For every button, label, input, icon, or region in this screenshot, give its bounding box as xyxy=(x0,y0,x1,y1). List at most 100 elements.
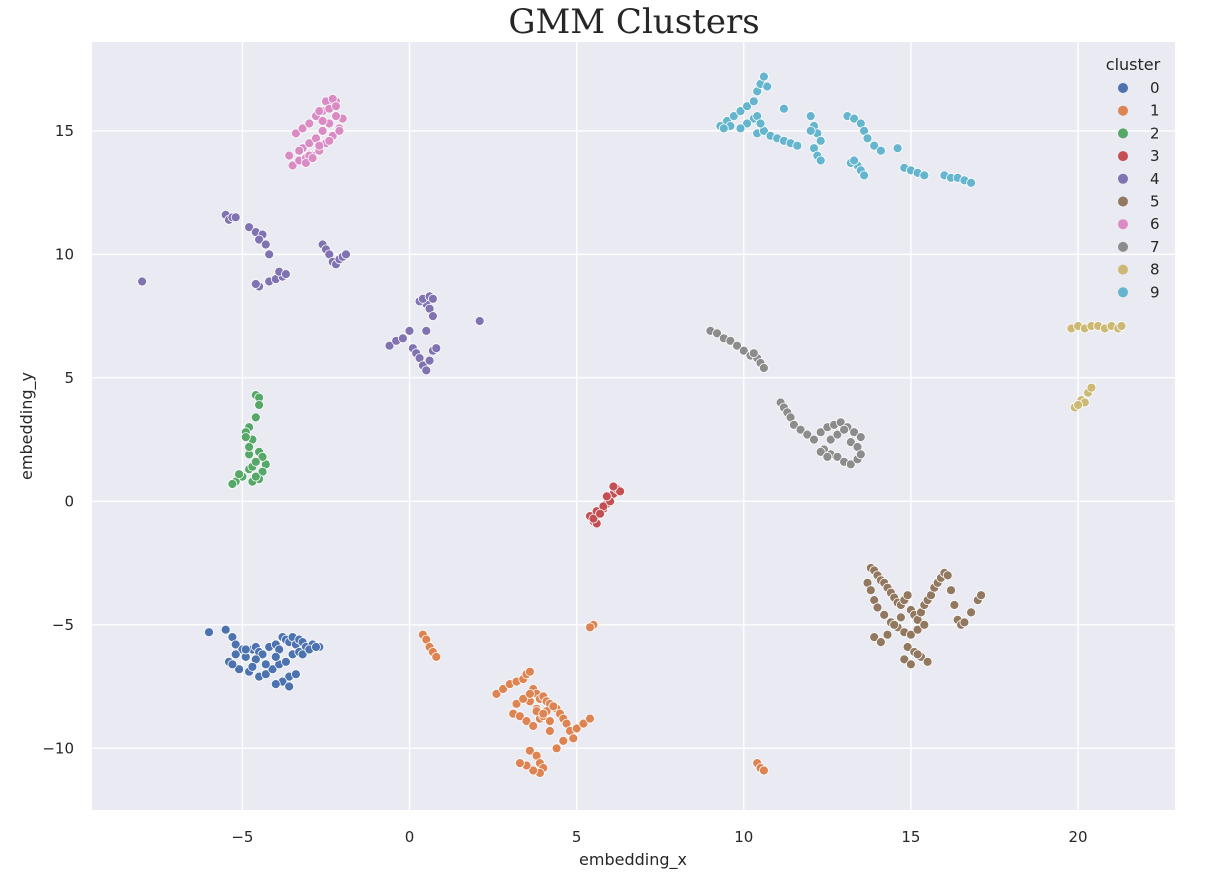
scatter-point xyxy=(585,713,595,724)
legend-marker xyxy=(1118,151,1128,162)
y-tick-label: 10 xyxy=(55,245,74,263)
scatter-point xyxy=(712,328,722,339)
legend-label: 0 xyxy=(1150,79,1160,97)
x-tick-label: −5 xyxy=(231,828,253,846)
scatter-point xyxy=(966,607,976,618)
legend-label: 7 xyxy=(1150,238,1160,256)
legend-label: 6 xyxy=(1150,215,1160,233)
legend-marker xyxy=(1118,173,1128,184)
x-tick-label: 5 xyxy=(572,828,582,846)
y-axis-ticks: −10 −5 0 5 10 15 xyxy=(42,122,74,757)
scatter-point xyxy=(284,681,295,692)
scatter-point xyxy=(290,128,301,139)
scatter-point xyxy=(1073,400,1083,410)
plot-area xyxy=(92,42,1175,810)
series-5 xyxy=(862,563,986,670)
scatter-point xyxy=(902,590,913,601)
scatter-point xyxy=(290,669,301,680)
scatter-point xyxy=(865,585,876,596)
y-tick-label: −5 xyxy=(52,616,74,634)
scatter-point xyxy=(859,170,869,181)
series-1 xyxy=(417,619,769,778)
scatter-point xyxy=(725,335,736,346)
scatter-point xyxy=(735,106,746,116)
scatter-point xyxy=(759,765,769,776)
scatter-point xyxy=(755,118,766,129)
scatter-point xyxy=(558,736,569,746)
scatter-point xyxy=(825,434,836,445)
legend-item: 9 xyxy=(1118,283,1160,301)
scatter-point xyxy=(879,610,890,620)
scatter-point xyxy=(250,412,261,423)
scatter-point xyxy=(297,123,308,134)
scatter-point xyxy=(792,140,803,151)
scatter-point xyxy=(404,325,415,336)
legend-marker xyxy=(1118,219,1128,230)
legend-item: 0 xyxy=(1118,79,1160,97)
series-4 xyxy=(137,209,485,376)
legend-item: 2 xyxy=(1118,124,1160,142)
scatter-point xyxy=(892,143,903,154)
scatter-point xyxy=(902,642,913,652)
scatter-point xyxy=(966,177,976,188)
scatter-point xyxy=(341,249,351,260)
chart-title: GMM Clusters xyxy=(508,2,759,42)
scatter-point xyxy=(735,123,746,134)
series-8 xyxy=(1066,321,1127,413)
scatter-point xyxy=(849,155,859,166)
scatter-point xyxy=(518,694,529,704)
scatter-point xyxy=(876,637,886,647)
scatter-point xyxy=(240,644,251,655)
legend-marker xyxy=(1118,105,1128,116)
series-0 xyxy=(204,624,325,692)
scatter-point xyxy=(244,222,255,233)
scatter-point xyxy=(257,649,268,660)
scatter-point xyxy=(511,698,522,709)
y-axis-label: embedding_y xyxy=(17,372,37,480)
scatter-point xyxy=(615,486,625,497)
y-tick-label: 15 xyxy=(55,122,74,140)
legend-item: 5 xyxy=(1118,193,1160,211)
scatter-point xyxy=(280,269,291,280)
scatter-point xyxy=(742,101,752,112)
scatter-point xyxy=(287,160,298,171)
scatter-point xyxy=(748,348,759,359)
scatter-point xyxy=(855,432,866,443)
legend-title: cluster xyxy=(1106,55,1161,74)
scatter-point xyxy=(137,276,148,287)
scatter-point xyxy=(250,279,261,289)
scatter-point xyxy=(718,123,729,134)
series-2 xyxy=(227,390,271,489)
scatter-point xyxy=(280,656,291,667)
scatter-point xyxy=(601,491,612,502)
scatter-point xyxy=(869,140,880,151)
scatter-point xyxy=(421,365,432,376)
scatter-point xyxy=(267,664,278,675)
scatter-point xyxy=(525,689,535,699)
scatter-point xyxy=(397,333,408,344)
scatter-point xyxy=(427,293,438,304)
scatter-point xyxy=(314,140,325,151)
scatter-point xyxy=(959,617,970,628)
scatter-point xyxy=(220,624,231,635)
legend-item: 7 xyxy=(1118,238,1160,256)
scatter-point xyxy=(421,325,432,336)
scatter-point xyxy=(872,602,883,613)
scatter-point xyxy=(839,424,849,435)
scatter-point xyxy=(919,170,930,181)
scatter-point xyxy=(270,679,281,689)
scatter-point xyxy=(815,427,826,438)
x-tick-label: 20 xyxy=(1069,828,1088,846)
scatter-point xyxy=(568,733,579,744)
scatter-point xyxy=(551,743,562,754)
scatter-point xyxy=(424,355,435,366)
scatter-point xyxy=(832,429,843,440)
x-tick-label: 0 xyxy=(405,828,415,846)
scatter-point xyxy=(906,659,916,670)
scatter-point xyxy=(427,311,438,322)
scatter-point xyxy=(431,652,442,662)
legend-item: 1 xyxy=(1118,102,1160,120)
scatter-point xyxy=(234,469,245,480)
